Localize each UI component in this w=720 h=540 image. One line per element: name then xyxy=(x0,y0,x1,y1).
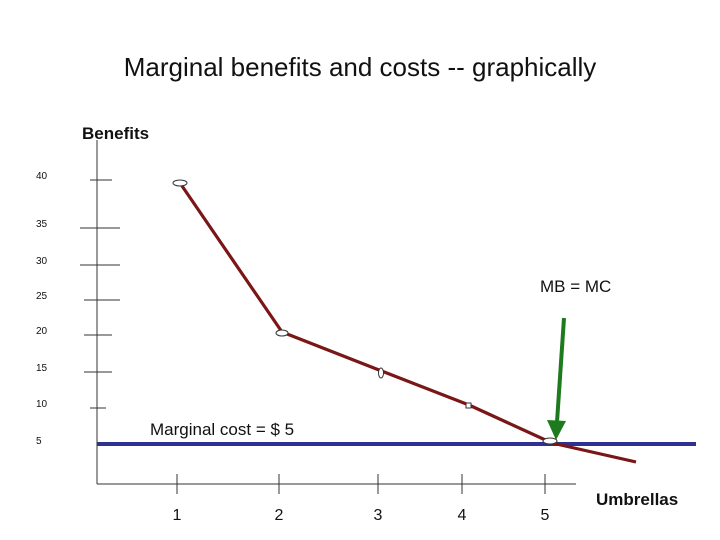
x-tick-label: 3 xyxy=(374,507,383,524)
mb-mc-arrow-shaft xyxy=(555,317,566,423)
series-layer xyxy=(97,179,696,464)
mb-data-point xyxy=(465,402,472,409)
mb-data-point xyxy=(378,367,384,379)
y-axis-label: Benefits xyxy=(82,124,150,143)
y-tick-label: 40 xyxy=(36,171,48,182)
y-tick-label: 30 xyxy=(36,256,48,267)
y-tick-label: 5 xyxy=(36,436,42,447)
x-tick-label: 2 xyxy=(275,507,284,524)
x-axis-label: Umbrellas xyxy=(596,490,679,509)
y-tick-label: 35 xyxy=(36,219,48,230)
x-tick-label: 1 xyxy=(173,507,182,524)
marginal-cost-label: Marginal cost = $ 5 xyxy=(150,420,295,439)
y-tick-label: 25 xyxy=(36,291,48,302)
mb-data-point xyxy=(172,179,188,187)
chart-title: Marginal benefits and costs -- graphical… xyxy=(123,52,597,82)
y-tick-label: 10 xyxy=(36,399,48,410)
y-ticks: 40 35 30 25 20 15 10 5 xyxy=(36,171,120,447)
x-tick-label: 5 xyxy=(541,507,550,524)
arrow-layer xyxy=(547,317,566,440)
y-tick-label: 20 xyxy=(36,326,48,337)
mb-data-point xyxy=(275,329,289,337)
mb-data-point xyxy=(542,437,558,445)
mb-mc-arrow-head xyxy=(547,420,566,440)
mb-equals-mc-label: MB = MC xyxy=(540,277,612,296)
y-tick-label: 15 xyxy=(36,363,48,374)
x-ticks: 1 2 3 4 5 xyxy=(173,474,550,524)
marginal-benefit-line xyxy=(178,182,637,464)
x-tick-label: 4 xyxy=(458,507,467,524)
